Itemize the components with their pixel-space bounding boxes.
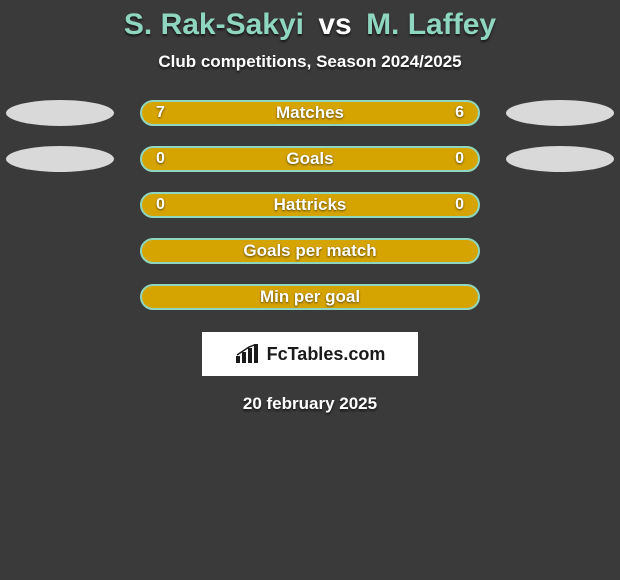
brand-text: FcTables.com bbox=[267, 344, 386, 365]
stat-row: Goals per match bbox=[0, 238, 620, 264]
stat-row: 7Matches6 bbox=[0, 100, 620, 126]
stat-value-right: 0 bbox=[444, 196, 464, 214]
stat-bar: Min per goal bbox=[140, 284, 480, 310]
stat-label: Matches bbox=[142, 103, 478, 123]
stats-container: 7Matches60Goals00Hattricks0Goals per mat… bbox=[0, 100, 620, 310]
stat-label: Goals per match bbox=[142, 241, 478, 261]
player1-indicator bbox=[6, 100, 114, 126]
stat-value-right: 6 bbox=[444, 104, 464, 122]
player2-indicator bbox=[506, 146, 614, 172]
stat-value-left: 0 bbox=[156, 196, 176, 214]
chart-icon bbox=[235, 344, 261, 364]
stat-value-left: 7 bbox=[156, 104, 176, 122]
brand-badge[interactable]: FcTables.com bbox=[202, 332, 418, 376]
player1-indicator bbox=[6, 146, 114, 172]
stat-label: Hattricks bbox=[142, 195, 478, 215]
stat-bar: 0Hattricks0 bbox=[140, 192, 480, 218]
stat-bar: Goals per match bbox=[140, 238, 480, 264]
comparison-title: S. Rak-Sakyi vs M. Laffey bbox=[0, 0, 620, 42]
player2-name: M. Laffey bbox=[366, 8, 496, 41]
stat-value-left: 0 bbox=[156, 150, 176, 168]
date-text: 20 february 2025 bbox=[0, 394, 620, 414]
stat-bar: 0Goals0 bbox=[140, 146, 480, 172]
stat-bar: 7Matches6 bbox=[140, 100, 480, 126]
stat-label: Min per goal bbox=[142, 287, 478, 307]
stat-row: 0Hattricks0 bbox=[0, 192, 620, 218]
stat-label: Goals bbox=[142, 149, 478, 169]
subtitle: Club competitions, Season 2024/2025 bbox=[0, 52, 620, 72]
vs-text: vs bbox=[318, 8, 351, 41]
stat-row: Min per goal bbox=[0, 284, 620, 310]
player2-indicator bbox=[506, 100, 614, 126]
stat-value-right: 0 bbox=[444, 150, 464, 168]
player1-name: S. Rak-Sakyi bbox=[124, 8, 304, 41]
stat-row: 0Goals0 bbox=[0, 146, 620, 172]
